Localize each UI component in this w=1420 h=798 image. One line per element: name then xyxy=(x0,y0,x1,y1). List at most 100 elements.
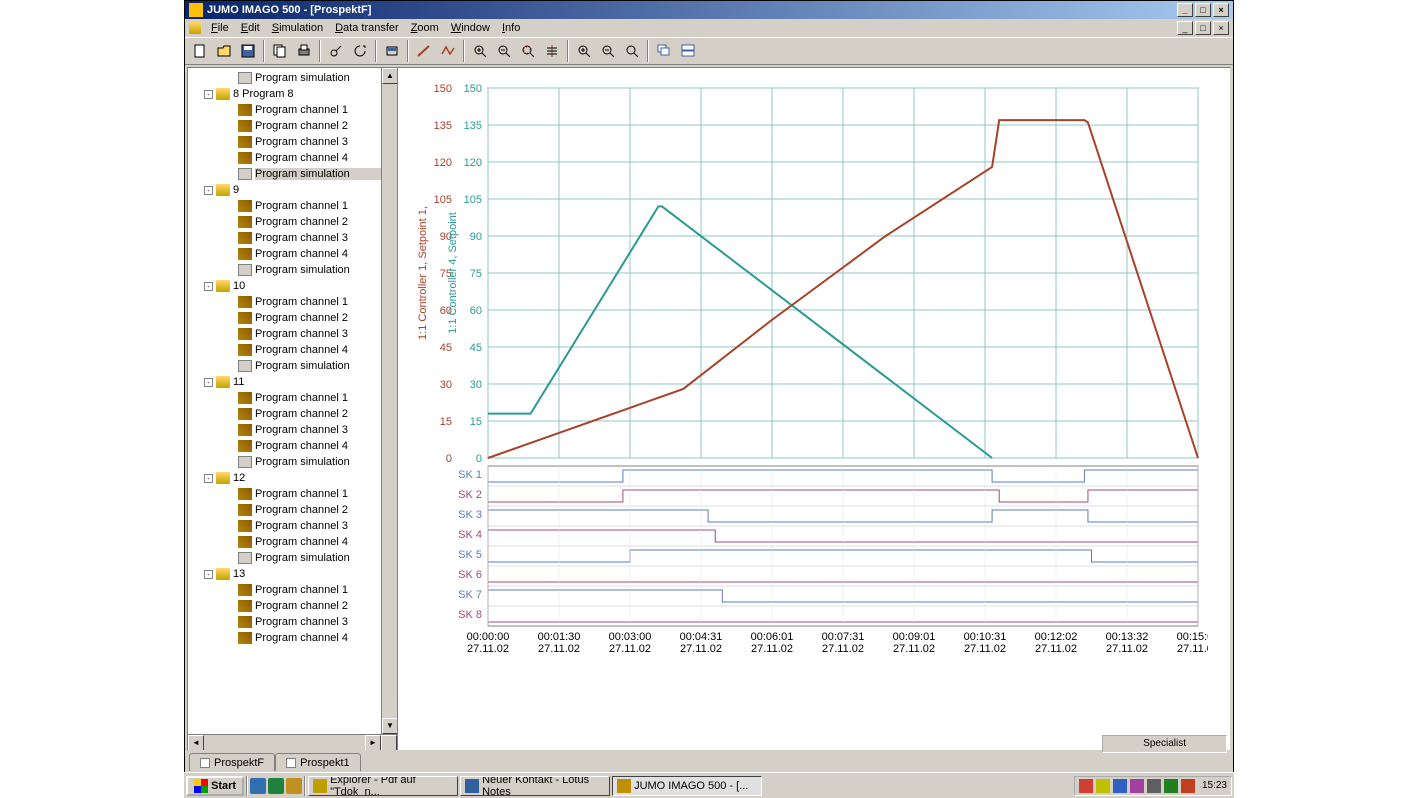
tray-icon[interactable] xyxy=(1147,779,1161,793)
save-button[interactable] xyxy=(237,40,259,62)
menu-simulation[interactable]: Simulation xyxy=(266,21,329,35)
zoom-y-out-button[interactable] xyxy=(597,40,619,62)
zoom-in-button[interactable] xyxy=(469,40,491,62)
print-button[interactable] xyxy=(293,40,315,62)
svg-text:60: 60 xyxy=(470,305,482,317)
tree-item[interactable]: Program channel 2 xyxy=(190,406,395,422)
tree-item[interactable]: Program channel 1 xyxy=(190,294,395,310)
tree-hscroll[interactable]: ◄ ► xyxy=(188,734,397,750)
tray-icon[interactable] xyxy=(1181,779,1195,793)
tree-item[interactable]: Program channel 2 xyxy=(190,598,395,614)
zoom-reset-button[interactable] xyxy=(621,40,643,62)
tray-icon[interactable] xyxy=(1164,779,1178,793)
tree-item[interactable]: -13 xyxy=(190,566,395,582)
zoom-out-button[interactable] xyxy=(493,40,515,62)
tree-item[interactable]: Program simulation xyxy=(190,358,395,374)
menu-zoom[interactable]: Zoom xyxy=(405,21,445,35)
svg-text:0: 0 xyxy=(446,453,452,465)
menu-window[interactable]: Window xyxy=(445,21,496,35)
tree-item[interactable]: Program channel 2 xyxy=(190,310,395,326)
tree-item[interactable]: -10 xyxy=(190,278,395,294)
menu-info[interactable]: Info xyxy=(496,21,526,35)
app-icon xyxy=(189,3,203,17)
tree-item[interactable]: Program channel 4 xyxy=(190,630,395,646)
minimize-button[interactable]: _ xyxy=(1177,3,1193,17)
menu-edit[interactable]: Edit xyxy=(235,21,266,35)
tree-item[interactable]: Program channel 1 xyxy=(190,198,395,214)
svg-text:45: 45 xyxy=(470,342,482,354)
line1-button[interactable] xyxy=(413,40,435,62)
tree-item[interactable]: Program channel 1 xyxy=(190,582,395,598)
tray-icon[interactable] xyxy=(1113,779,1127,793)
tree-item[interactable]: Program channel 3 xyxy=(190,230,395,246)
tree-item[interactable]: Program channel 4 xyxy=(190,342,395,358)
taskbar-task[interactable]: Neuer Kontakt - Lotus Notes xyxy=(460,776,610,796)
menu-file[interactable]: File xyxy=(205,21,235,35)
tree-item[interactable]: Program simulation xyxy=(190,70,395,86)
tree-item[interactable]: -12 xyxy=(190,470,395,486)
tree-panel: Program simulation-8 Program 8Program ch… xyxy=(188,68,398,750)
tab-prospektf[interactable]: ProspektF xyxy=(189,753,275,771)
tree-item[interactable]: -8 Program 8 xyxy=(190,86,395,102)
quicklaunch-icon[interactable] xyxy=(268,778,284,794)
zoom-area-button[interactable] xyxy=(517,40,539,62)
tree-item[interactable]: Program channel 2 xyxy=(190,214,395,230)
tree-item[interactable]: Program channel 3 xyxy=(190,614,395,630)
new-button[interactable] xyxy=(189,40,211,62)
taskbar-task[interactable]: Explorer - Pdf auf "Tdok_n... xyxy=(308,776,458,796)
svg-text:27.11.02: 27.11.02 xyxy=(751,643,793,655)
start-button[interactable]: Start xyxy=(186,776,244,796)
tab-prospekt1[interactable]: Prospekt1 xyxy=(275,753,361,771)
tree-item[interactable]: Program channel 3 xyxy=(190,518,395,534)
tree-item[interactable]: Program simulation xyxy=(190,166,395,182)
quicklaunch-icon[interactable] xyxy=(250,778,266,794)
tree-item[interactable]: Program channel 3 xyxy=(190,326,395,342)
tree-item[interactable]: Program simulation xyxy=(190,550,395,566)
device-button[interactable] xyxy=(381,40,403,62)
line2-button[interactable] xyxy=(437,40,459,62)
tray-icon[interactable] xyxy=(1130,779,1144,793)
mdi-close-button[interactable]: × xyxy=(1213,21,1229,35)
mdi-maximize-button[interactable]: □ xyxy=(1195,21,1211,35)
copy-button[interactable] xyxy=(269,40,291,62)
tree-item[interactable]: Program channel 1 xyxy=(190,102,395,118)
taskbar-task[interactable]: JUMO IMAGO 500 - [... xyxy=(612,776,762,796)
tray-icon[interactable] xyxy=(1096,779,1110,793)
zoom-fit-button[interactable] xyxy=(541,40,563,62)
tree-item[interactable]: Program simulation xyxy=(190,454,395,470)
tree-vscroll[interactable]: ▲ ▼ xyxy=(381,68,397,734)
tree-item[interactable]: -9 xyxy=(190,182,395,198)
svg-text:27.11.02: 27.11.02 xyxy=(1035,643,1077,655)
zoom-y-in-button[interactable] xyxy=(573,40,595,62)
refresh-button[interactable] xyxy=(349,40,371,62)
statusbar: Specialist xyxy=(1102,735,1227,753)
start-label: Start xyxy=(211,780,236,792)
menu-data-transfer[interactable]: Data transfer xyxy=(329,21,405,35)
tree-item[interactable]: -11 xyxy=(190,374,395,390)
tree-item[interactable]: Program channel 3 xyxy=(190,422,395,438)
tree-item[interactable]: Program channel 4 xyxy=(190,246,395,262)
svg-text:00:12:02: 00:12:02 xyxy=(1035,631,1078,643)
svg-text:27.11.02: 27.11.02 xyxy=(680,643,722,655)
tree-item[interactable]: Program channel 2 xyxy=(190,502,395,518)
tree-item[interactable]: Program channel 4 xyxy=(190,534,395,550)
close-button[interactable]: × xyxy=(1213,3,1229,17)
tree-item[interactable]: Program channel 1 xyxy=(190,486,395,502)
tree-item[interactable]: Program channel 2 xyxy=(190,118,395,134)
cascade-button[interactable] xyxy=(653,40,675,62)
tree-item[interactable]: Program channel 4 xyxy=(190,438,395,454)
mdi-minimize-button[interactable]: _ xyxy=(1177,21,1193,35)
tray-icon[interactable] xyxy=(1079,779,1093,793)
tree-item[interactable]: Program simulation xyxy=(190,262,395,278)
open-button[interactable] xyxy=(213,40,235,62)
connect-button[interactable] xyxy=(325,40,347,62)
tree-item[interactable]: Program channel 1 xyxy=(190,390,395,406)
systray: 15:23 xyxy=(1074,776,1232,796)
tree-item[interactable]: Program channel 4 xyxy=(190,150,395,166)
svg-text:SK 6: SK 6 xyxy=(458,569,482,581)
tile-button[interactable] xyxy=(677,40,699,62)
maximize-button[interactable]: □ xyxy=(1195,3,1211,17)
tree-item[interactable]: Program channel 3 xyxy=(190,134,395,150)
quicklaunch-icon[interactable] xyxy=(286,778,302,794)
taskbar: Start Explorer - Pdf auf "Tdok_n...Neuer… xyxy=(184,772,1234,798)
